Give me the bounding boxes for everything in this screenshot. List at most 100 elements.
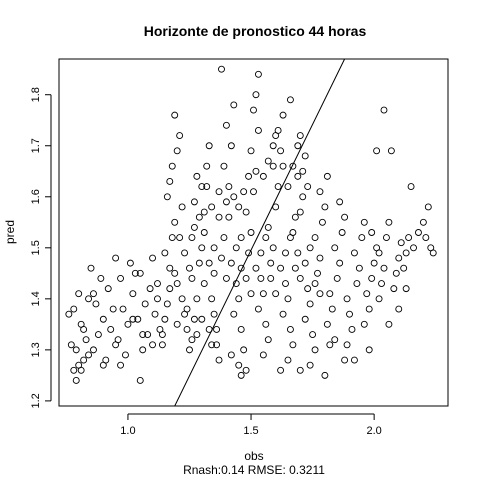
data-point bbox=[277, 264, 285, 272]
data-point bbox=[397, 239, 405, 247]
data-point bbox=[318, 218, 326, 226]
data-point bbox=[279, 310, 287, 318]
data-point bbox=[296, 208, 304, 216]
data-point bbox=[269, 244, 277, 252]
data-point bbox=[259, 290, 267, 298]
data-point bbox=[395, 254, 403, 262]
data-point bbox=[242, 274, 250, 282]
data-point bbox=[195, 213, 203, 221]
data-point bbox=[242, 208, 250, 216]
data-point bbox=[163, 193, 171, 201]
data-point bbox=[259, 172, 267, 180]
data-point bbox=[237, 264, 245, 272]
data-point bbox=[72, 346, 80, 354]
data-point bbox=[286, 326, 294, 333]
data-point bbox=[109, 305, 117, 313]
x-tick-label: 2.0 bbox=[366, 425, 381, 437]
data-point bbox=[245, 249, 253, 257]
data-point bbox=[183, 305, 191, 313]
data-point bbox=[218, 65, 225, 73]
data-point bbox=[237, 326, 245, 333]
data-point bbox=[235, 295, 243, 303]
data-point bbox=[230, 193, 238, 201]
data-point bbox=[301, 259, 309, 267]
data-point bbox=[395, 305, 403, 313]
data-point bbox=[279, 162, 287, 170]
data-point bbox=[267, 259, 275, 267]
data-point bbox=[363, 290, 371, 298]
reference-line bbox=[174, 58, 346, 407]
data-point bbox=[210, 244, 218, 252]
data-point bbox=[380, 106, 388, 114]
data-point bbox=[210, 310, 218, 318]
plot-frame bbox=[58, 58, 449, 407]
data-point bbox=[117, 274, 125, 282]
data-point bbox=[316, 188, 324, 196]
data-point bbox=[85, 295, 92, 303]
data-point bbox=[237, 371, 245, 379]
data-point bbox=[166, 178, 174, 185]
data-point bbox=[264, 336, 272, 344]
data-point bbox=[245, 172, 253, 180]
data-point bbox=[242, 366, 250, 374]
data-point bbox=[346, 310, 353, 318]
chart-title: Horizonte de pronostico 44 horas bbox=[144, 23, 367, 39]
data-point bbox=[92, 300, 100, 308]
data-point bbox=[190, 315, 198, 323]
data-point bbox=[291, 264, 299, 272]
data-point bbox=[304, 183, 312, 191]
data-point bbox=[163, 300, 171, 308]
y-tick-label: 1.4 bbox=[30, 291, 42, 306]
data-point bbox=[205, 326, 213, 333]
data-point bbox=[161, 249, 169, 257]
y-tick-label: 1.6 bbox=[30, 189, 42, 204]
data-point bbox=[227, 351, 235, 359]
data-point bbox=[171, 218, 179, 226]
data-point bbox=[254, 305, 262, 313]
data-point bbox=[247, 290, 255, 298]
data-point bbox=[419, 218, 427, 226]
data-point bbox=[286, 234, 294, 242]
data-point bbox=[272, 290, 280, 298]
data-point bbox=[301, 315, 309, 323]
data-point bbox=[90, 290, 97, 298]
data-point bbox=[368, 274, 376, 282]
data-point bbox=[400, 264, 408, 272]
data-point bbox=[247, 147, 255, 155]
data-point bbox=[410, 244, 417, 252]
x-axis-label: obs bbox=[244, 449, 263, 463]
data-point bbox=[296, 366, 304, 374]
y-axis: 1.2 1.3 1.4 1.5 1.6 1.7 1.8 bbox=[30, 87, 52, 409]
data-point bbox=[402, 285, 410, 293]
data-point bbox=[222, 274, 230, 282]
data-point bbox=[154, 295, 161, 303]
data-point bbox=[321, 371, 329, 379]
data-point bbox=[289, 341, 297, 349]
data-point bbox=[240, 188, 248, 196]
data-point bbox=[373, 147, 381, 155]
data-point bbox=[203, 162, 211, 170]
data-point bbox=[112, 254, 120, 262]
data-point bbox=[247, 229, 255, 236]
data-point bbox=[252, 264, 260, 272]
data-point bbox=[262, 320, 270, 328]
data-point bbox=[215, 213, 223, 221]
data-point bbox=[402, 249, 410, 257]
data-point bbox=[77, 366, 85, 374]
data-point bbox=[220, 162, 228, 170]
data-point bbox=[122, 351, 129, 359]
data-point bbox=[141, 300, 149, 308]
data-point bbox=[350, 356, 358, 364]
data-point bbox=[284, 356, 292, 364]
data-point bbox=[205, 259, 213, 267]
points-layer bbox=[65, 65, 437, 384]
data-point bbox=[264, 223, 272, 231]
data-point bbox=[321, 203, 329, 211]
data-point bbox=[235, 361, 243, 369]
data-point bbox=[80, 326, 88, 333]
data-point bbox=[306, 361, 314, 369]
data-point bbox=[336, 198, 344, 206]
data-point bbox=[97, 274, 105, 282]
data-point bbox=[328, 305, 336, 313]
data-point bbox=[171, 269, 179, 277]
